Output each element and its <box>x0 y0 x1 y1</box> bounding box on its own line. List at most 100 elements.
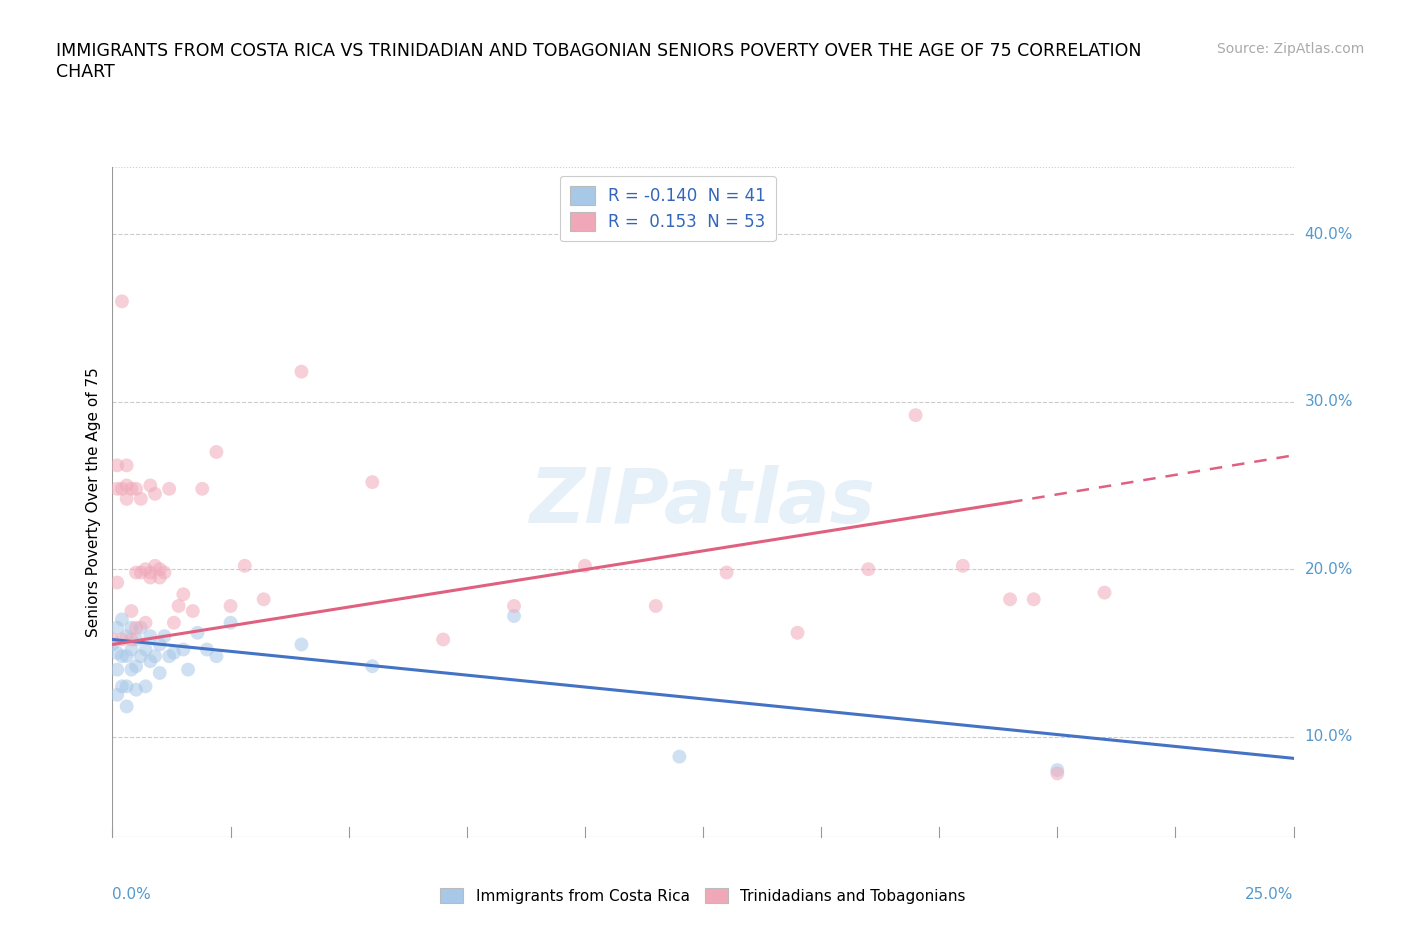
Point <box>157 482 180 497</box>
Point <box>120 482 142 497</box>
Point <box>115 478 138 493</box>
Point <box>125 482 148 497</box>
Point <box>361 474 384 489</box>
Point <box>139 478 162 493</box>
Point <box>163 616 186 631</box>
Point <box>219 599 242 614</box>
Point <box>172 587 194 602</box>
Point <box>139 570 162 585</box>
Point <box>786 625 808 640</box>
Point <box>205 649 228 664</box>
Point <box>120 632 142 647</box>
Point <box>111 482 134 497</box>
Point <box>135 616 157 631</box>
Point <box>115 699 138 714</box>
Point <box>111 612 134 627</box>
Point <box>115 679 138 694</box>
Point <box>101 637 124 652</box>
Point <box>858 562 880 577</box>
Point <box>115 491 138 506</box>
Point <box>129 565 152 580</box>
Point <box>143 486 166 501</box>
Point <box>149 570 172 585</box>
Point <box>432 632 454 647</box>
Point <box>101 632 124 647</box>
Point <box>181 604 204 618</box>
Text: Source: ZipAtlas.com: Source: ZipAtlas.com <box>1216 42 1364 56</box>
Point <box>904 407 927 422</box>
Point <box>574 558 596 573</box>
Point <box>219 616 242 631</box>
Point <box>111 632 134 647</box>
Point <box>125 565 148 580</box>
Point <box>115 629 138 644</box>
Point <box>149 637 172 652</box>
Text: 0.0%: 0.0% <box>112 887 152 902</box>
Point <box>1046 763 1069 777</box>
Point <box>143 649 166 664</box>
Point <box>125 632 148 647</box>
Point <box>1022 591 1045 606</box>
Point <box>120 620 142 635</box>
Point <box>1094 585 1116 600</box>
Point <box>205 445 228 459</box>
Point <box>163 645 186 660</box>
Point <box>644 599 666 614</box>
Text: 25.0%: 25.0% <box>1246 887 1294 902</box>
Point <box>115 458 138 472</box>
Point <box>105 575 128 590</box>
Text: 10.0%: 10.0% <box>1305 729 1353 744</box>
Point <box>149 562 172 577</box>
Point <box>952 558 974 573</box>
Point <box>105 458 128 472</box>
Point <box>153 629 176 644</box>
Point <box>129 491 152 506</box>
Point <box>290 637 312 652</box>
Point <box>135 642 157 657</box>
Point <box>125 683 148 698</box>
Point <box>105 662 128 677</box>
Text: ZIPatlas: ZIPatlas <box>530 465 876 539</box>
Point <box>186 625 208 640</box>
Text: IMMIGRANTS FROM COSTA RICA VS TRINIDADIAN AND TOBAGONIAN SENIORS POVERTY OVER TH: IMMIGRANTS FROM COSTA RICA VS TRINIDADIA… <box>56 42 1142 81</box>
Point <box>1046 766 1069 781</box>
Point <box>105 687 128 702</box>
Point <box>172 642 194 657</box>
Text: 20.0%: 20.0% <box>1305 562 1353 577</box>
Point <box>105 645 128 660</box>
Point <box>177 662 200 677</box>
Point <box>105 482 128 497</box>
Point <box>139 654 162 669</box>
Point <box>716 565 738 580</box>
Point <box>361 658 384 673</box>
Point <box>120 662 142 677</box>
Y-axis label: Seniors Poverty Over the Age of 75: Seniors Poverty Over the Age of 75 <box>86 367 101 637</box>
Point <box>253 591 276 606</box>
Point <box>191 482 214 497</box>
Point <box>668 750 690 764</box>
Text: 40.0%: 40.0% <box>1305 227 1353 242</box>
Legend: Immigrants from Costa Rica, Trinidadians and Tobagonians: Immigrants from Costa Rica, Trinidadians… <box>434 882 972 910</box>
Point <box>149 666 172 681</box>
Point <box>167 599 190 614</box>
Point <box>503 599 526 614</box>
Point <box>195 642 218 657</box>
Point <box>139 565 162 580</box>
Point <box>105 620 128 635</box>
Point <box>290 365 312 379</box>
Point <box>503 608 526 623</box>
Point <box>125 658 148 673</box>
Point <box>111 649 134 664</box>
Point <box>120 604 142 618</box>
Point <box>143 558 166 573</box>
Point <box>153 565 176 580</box>
Point <box>157 649 180 664</box>
Point <box>998 591 1021 606</box>
Point <box>139 629 162 644</box>
Point <box>135 562 157 577</box>
Point <box>129 620 152 635</box>
Point <box>111 679 134 694</box>
Point <box>125 620 148 635</box>
Point <box>135 679 157 694</box>
Point <box>129 649 152 664</box>
